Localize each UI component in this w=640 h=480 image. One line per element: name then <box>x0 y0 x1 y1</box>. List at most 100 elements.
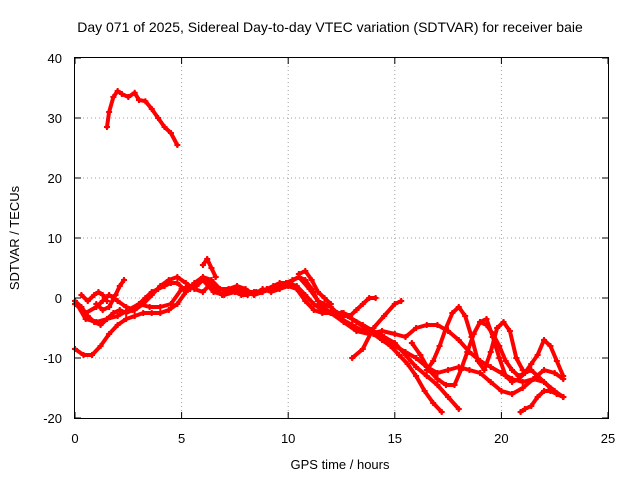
data-point <box>372 295 379 301</box>
series-arc-h <box>424 305 525 372</box>
data-point <box>131 89 138 96</box>
data-point <box>131 313 138 319</box>
data-point <box>455 304 462 310</box>
data-point <box>391 331 398 337</box>
data-point <box>541 367 548 373</box>
data-point <box>434 370 441 376</box>
data-point <box>513 355 520 361</box>
data-point <box>477 319 484 325</box>
y-tick-label: 30 <box>48 111 62 126</box>
data-point <box>413 355 420 361</box>
data-point <box>148 106 155 112</box>
data-point <box>221 292 228 298</box>
data-point <box>142 98 149 105</box>
data-point <box>506 328 513 334</box>
data-point <box>553 358 560 364</box>
data-point <box>534 394 541 400</box>
data-point <box>509 391 516 397</box>
data-point <box>110 94 117 100</box>
data-point <box>268 289 275 295</box>
data-point <box>97 322 104 328</box>
data-point <box>103 298 110 304</box>
data-point <box>155 115 162 121</box>
data-point <box>157 310 164 316</box>
data-point <box>165 307 172 313</box>
series-arc-e <box>328 311 566 384</box>
data-point <box>216 286 223 292</box>
data-point <box>174 274 181 280</box>
data-point <box>370 325 377 331</box>
plot-area <box>72 88 567 415</box>
data-point <box>396 352 403 358</box>
data-point <box>521 406 528 412</box>
y-tick-label: -10 <box>43 351 62 366</box>
data-point <box>530 376 537 382</box>
data-point <box>103 124 110 130</box>
data-point <box>114 322 121 328</box>
x-tick-label: 20 <box>494 431 508 446</box>
data-point <box>502 373 509 379</box>
data-point <box>391 301 398 307</box>
y-tick-label: 20 <box>48 171 62 186</box>
data-point <box>106 304 113 310</box>
data-point <box>199 262 206 268</box>
data-point <box>515 373 522 379</box>
data-point <box>421 388 428 394</box>
data-point <box>494 325 501 331</box>
data-point <box>106 292 113 298</box>
data-point <box>560 394 567 400</box>
data-point <box>528 403 535 409</box>
data-point <box>110 310 117 316</box>
data-point <box>174 280 181 286</box>
data-point <box>534 352 541 358</box>
data-point <box>366 295 373 301</box>
data-point <box>97 343 104 349</box>
data-point <box>457 367 464 373</box>
series-arc-c <box>73 275 461 411</box>
data-point <box>487 379 494 385</box>
plot-frame <box>74 57 609 419</box>
x-tick-label: 15 <box>388 431 402 446</box>
data-point <box>404 361 411 367</box>
data-point <box>423 367 430 373</box>
data-point <box>208 280 215 286</box>
data-point <box>547 388 554 394</box>
data-point <box>174 142 181 148</box>
x-tick-label: 0 <box>71 431 78 446</box>
x-axis-label: GPS time / hours <box>291 457 390 472</box>
data-point <box>274 283 281 289</box>
data-point <box>353 328 360 334</box>
data-point <box>146 304 153 310</box>
data-point <box>116 283 123 289</box>
data-point <box>445 394 452 400</box>
data-point <box>199 289 206 295</box>
data-point <box>417 352 424 358</box>
data-point <box>174 301 181 307</box>
data-point <box>413 325 420 331</box>
data-point <box>293 286 300 292</box>
data-point <box>455 337 462 343</box>
data-point <box>413 364 420 370</box>
data-point <box>521 370 528 376</box>
data-point <box>483 322 490 328</box>
data-point <box>468 334 475 340</box>
data-point <box>474 358 481 364</box>
data-point <box>178 286 185 292</box>
data-point <box>430 400 437 406</box>
data-point <box>509 379 516 385</box>
data-point <box>78 292 85 298</box>
tick-labels: 0 5 10 15 20 25 -20 -10 0 10 20 30 40 <box>43 51 615 446</box>
data-point <box>353 307 360 313</box>
data-point <box>114 88 121 94</box>
data-point <box>487 364 494 370</box>
series-arc-b <box>73 275 444 414</box>
data-point <box>306 286 313 292</box>
data-point <box>231 289 238 295</box>
data-point <box>519 379 526 385</box>
data-point <box>423 373 430 379</box>
data-point <box>118 91 125 97</box>
data-point <box>553 391 560 397</box>
data-point <box>349 355 356 361</box>
data-point <box>204 256 211 262</box>
data-point <box>302 298 309 304</box>
